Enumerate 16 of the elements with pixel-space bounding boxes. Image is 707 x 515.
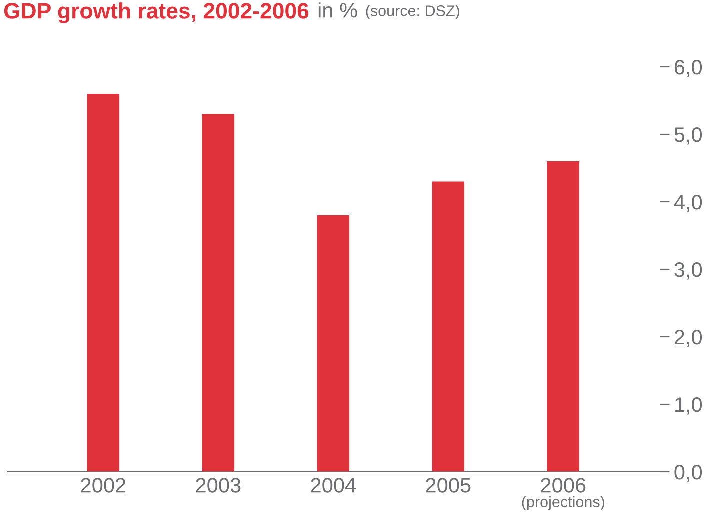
x-tick-label: 2006 — [541, 478, 586, 493]
y-tick-label: 0,0 — [674, 465, 702, 482]
text: (source: DSZ) — [366, 5, 460, 20]
y-tick-label: 4,0 — [674, 195, 702, 212]
x-tick-label: 2005 — [426, 478, 471, 493]
x-tick-label: 2004 — [311, 478, 356, 493]
y-tick-label: 6,0 — [674, 60, 702, 78]
text: (projections) — [522, 496, 604, 511]
y-tick-label: 1,0 — [675, 398, 702, 415]
y-tick-label: 5,0 — [674, 128, 702, 145]
chart-title: GDP growth rates, 2002-2006 — [4, 2, 309, 24]
y-tick-label: 2,0 — [674, 330, 702, 348]
x-tick-label: 2002 — [81, 478, 126, 493]
chart-subtitle: in % — [318, 2, 358, 18]
x-tick-label: 2003 — [196, 478, 241, 493]
y-tick-label: 3,0 — [674, 262, 702, 280]
